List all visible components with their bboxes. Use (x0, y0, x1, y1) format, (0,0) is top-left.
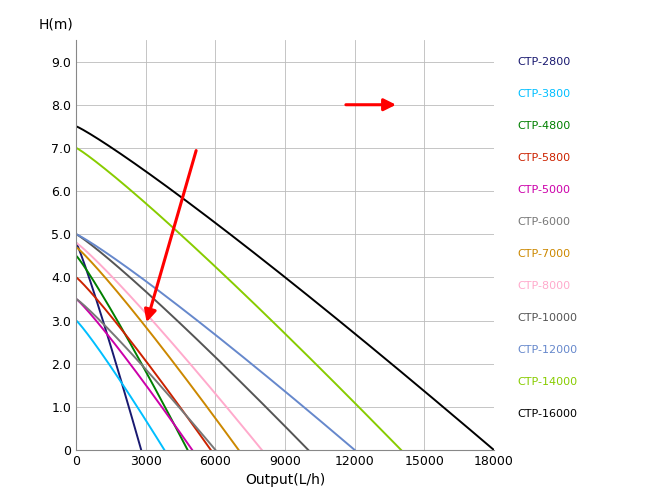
X-axis label: Output(L/h): Output(L/h) (245, 474, 326, 488)
Text: CTP-3800: CTP-3800 (517, 90, 570, 100)
Text: CTP-2800: CTP-2800 (517, 58, 570, 68)
Text: CTP-7000: CTP-7000 (517, 250, 570, 260)
Text: CTP-16000: CTP-16000 (517, 410, 577, 420)
Text: CTP-4800: CTP-4800 (517, 122, 570, 132)
Text: CTP-14000: CTP-14000 (517, 378, 577, 388)
Text: CTP - 2800/16000: CTP - 2800/16000 (251, 10, 412, 28)
Text: H(m): H(m) (38, 18, 74, 32)
Text: CTP-12000: CTP-12000 (517, 346, 577, 356)
Text: CTP-8000: CTP-8000 (517, 282, 570, 292)
Text: CTP-6000: CTP-6000 (517, 218, 570, 228)
Text: CTP-10000: CTP-10000 (517, 314, 577, 324)
Text: CTP-5800: CTP-5800 (517, 154, 570, 164)
Text: CTP-5000: CTP-5000 (517, 186, 570, 196)
